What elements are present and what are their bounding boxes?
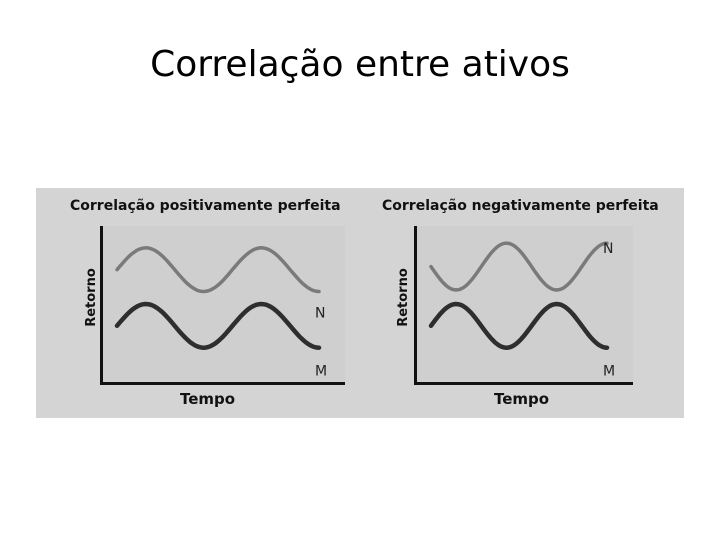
- y-axis-label-positive: Retorno: [83, 268, 99, 327]
- slide-title: Correlação entre ativos: [150, 44, 570, 85]
- x-axis-label-positive: Tempo: [180, 390, 236, 408]
- series-line-n-0: [115, 246, 321, 294]
- y-axis-label-negative: Retorno: [395, 268, 411, 327]
- series-label-m-0: M: [315, 364, 327, 380]
- line-chart-positive: NM: [114, 246, 327, 380]
- correlation-figure: Correlação positivamente perfeita Retorn…: [36, 188, 684, 418]
- chart-title-positive: Correlação positivamente perfeita: [70, 198, 341, 214]
- series-label-n-0: N: [315, 306, 325, 322]
- series-label-m-1: M: [603, 364, 615, 380]
- series-line-m-1: [428, 301, 610, 350]
- x-axis-label-negative: Tempo: [494, 390, 550, 408]
- line-chart-negative: NM: [428, 241, 615, 380]
- series-line-m-0: [114, 301, 322, 350]
- chart-title-negative: Correlação negativamente perfeita: [382, 198, 659, 214]
- series-label-n-1: N: [603, 241, 613, 257]
- series-line-n-1: [429, 241, 609, 292]
